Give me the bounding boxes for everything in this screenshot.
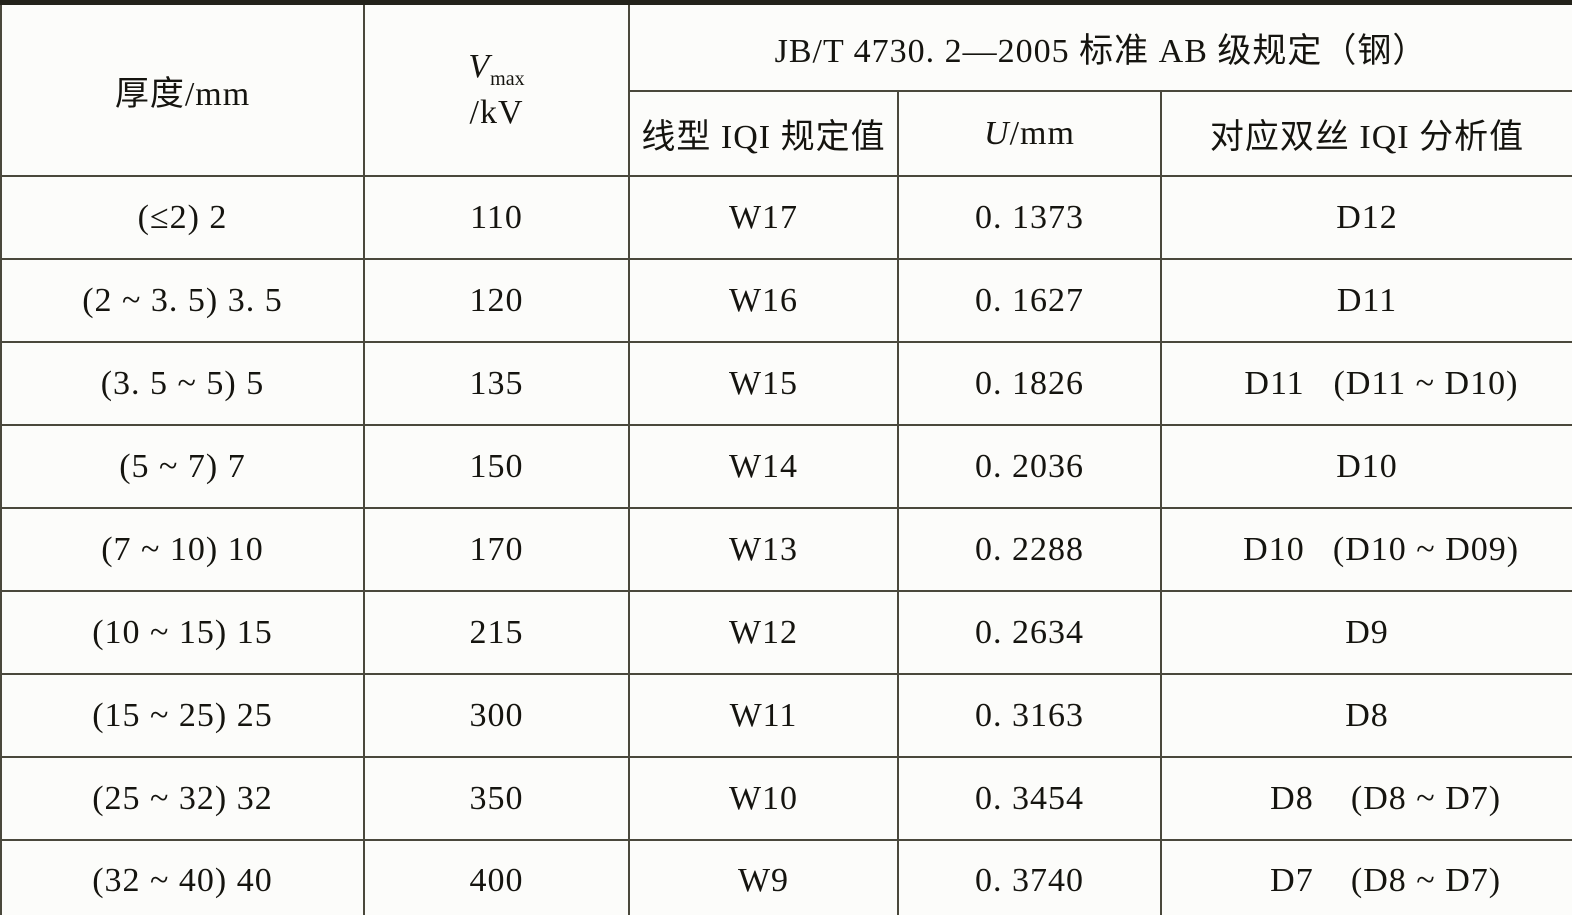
dual-iqi-value: D12 <box>1336 198 1398 236</box>
cell-u: 0. 2634 <box>897 590 1162 675</box>
cell-dual-iqi: D8 (D8 ~ D7) <box>1160 756 1572 841</box>
cell-u: 0. 2036 <box>897 424 1162 509</box>
cell-vmax: 300 <box>363 673 630 758</box>
cell-linear-iqi: W13 <box>628 507 899 592</box>
dual-iqi-value: D9 <box>1345 613 1389 651</box>
cell-thickness: (10 ~ 15) 15 <box>0 590 365 675</box>
dual-iqi-value: D10 <box>1336 447 1398 485</box>
cell-linear-iqi: W16 <box>628 258 899 343</box>
header-vmax: Vmax /kV <box>363 1 630 177</box>
table-row: (7 ~ 10) 10 170 W13 0. 2288 D10 (D10 ~ D0… <box>0 507 1572 592</box>
cell-thickness: (5 ~ 7) 7 <box>0 424 365 509</box>
cell-linear-iqi: W12 <box>628 590 899 675</box>
dual-iqi-value: D8 <box>1345 696 1389 734</box>
cell-dual-iqi: D12 <box>1160 175 1572 260</box>
table-row: (≤2) 2 110 W17 0. 1373 D12 <box>0 175 1572 260</box>
cell-vmax: 350 <box>363 756 630 841</box>
cell-vmax: 150 <box>363 424 630 509</box>
cell-thickness: (≤2) 2 <box>0 175 365 260</box>
header-row-group: 厚度/mm Vmax /kV JB/T 4730. 2—2005 标准 AB 级… <box>0 1 1572 177</box>
cell-thickness: (25 ~ 32) 32 <box>0 756 365 841</box>
cell-u: 0. 3454 <box>897 756 1162 841</box>
cell-linear-iqi: W9 <box>628 839 899 915</box>
cell-u: 0. 3163 <box>897 673 1162 758</box>
dual-iqi-note: (D8 ~ D7) <box>1350 779 1502 817</box>
header-u: U/mm <box>897 90 1162 177</box>
cell-linear-iqi: W10 <box>628 756 899 841</box>
cell-linear-iqi: W11 <box>628 673 899 758</box>
cell-thickness: (3. 5 ~ 5) 5 <box>0 341 365 426</box>
cell-u: 0. 3740 <box>897 839 1162 915</box>
vmax-subscript: max <box>490 67 525 90</box>
vmax-unit-line: /kV <box>469 93 524 131</box>
dual-iqi-value: D7 <box>1270 861 1314 899</box>
cell-u: 0. 1373 <box>897 175 1162 260</box>
dual-iqi-value: D11 <box>1244 364 1305 402</box>
cell-vmax: 170 <box>363 507 630 592</box>
table-row: (32 ~ 40) 40 400 W9 0. 3740 D7 (D8 ~ D7) <box>0 839 1572 915</box>
vmax-symbol-line: Vmax <box>365 46 628 92</box>
table-row: (2 ~ 3. 5) 3. 5 120 W16 0. 1627 D11 <box>0 258 1572 343</box>
header-standard-group: JB/T 4730. 2—2005 标准 AB 级规定（钢） <box>628 1 1572 92</box>
dual-iqi-note: (D10 ~ D09) <box>1332 530 1520 568</box>
dual-iqi-value: D8 <box>1270 779 1314 817</box>
cell-dual-iqi: D11 (D11 ~ D10) <box>1160 341 1572 426</box>
cell-thickness: (15 ~ 25) 25 <box>0 673 365 758</box>
table-row: (5 ~ 7) 7 150 W14 0. 2036 D10 <box>0 424 1572 509</box>
cell-u: 0. 1627 <box>897 258 1162 343</box>
table-row: (25 ~ 32) 32 350 W10 0. 3454 D8 (D8 ~ D7) <box>0 756 1572 841</box>
cell-dual-iqi: D8 <box>1160 673 1572 758</box>
header-linear-iqi: 线型 IQI 规定值 <box>628 90 899 177</box>
cell-dual-iqi: D10 <box>1160 424 1572 509</box>
cell-linear-iqi: W14 <box>628 424 899 509</box>
dual-iqi-note: (D8 ~ D7) <box>1350 861 1502 899</box>
cell-dual-iqi: D10 (D10 ~ D09) <box>1160 507 1572 592</box>
cell-dual-iqi: D11 <box>1160 258 1572 343</box>
cell-vmax: 215 <box>363 590 630 675</box>
header-row-sub: 线型 IQI 规定值 U/mm 对应双丝 IQI 分析值 <box>1 90 1572 177</box>
cell-thickness: (32 ~ 40) 40 <box>0 839 365 915</box>
cell-linear-iqi: W15 <box>628 341 899 426</box>
cell-vmax: 400 <box>363 839 630 915</box>
header-thickness: 厚度/mm <box>0 1 365 177</box>
vmax-symbol: V <box>468 47 491 85</box>
cell-thickness: (7 ~ 10) 10 <box>0 507 365 592</box>
cell-vmax: 135 <box>363 341 630 426</box>
cell-dual-iqi: D7 (D8 ~ D7) <box>1160 839 1572 915</box>
cell-vmax: 120 <box>363 258 630 343</box>
dual-iqi-value: D11 <box>1336 281 1398 319</box>
u-unit: /mm <box>1009 114 1075 152</box>
cell-u: 0. 1826 <box>897 341 1162 426</box>
dual-iqi-value: D10 <box>1243 530 1305 568</box>
cell-thickness: (2 ~ 3. 5) 3. 5 <box>0 258 365 343</box>
table-row: (10 ~ 15) 15 215 W12 0. 2634 D9 <box>0 590 1572 675</box>
u-symbol: U <box>984 114 1010 152</box>
table-row: (3. 5 ~ 5) 5 135 W15 0. 1826 D11 (D11 ~ D… <box>0 341 1572 426</box>
cell-vmax: 110 <box>363 175 630 260</box>
cell-dual-iqi: D9 <box>1160 590 1572 675</box>
table-row: (15 ~ 25) 25 300 W11 0. 3163 D8 <box>0 673 1572 758</box>
cell-linear-iqi: W17 <box>628 175 899 260</box>
dual-iqi-note: (D11 ~ D10) <box>1333 364 1519 402</box>
cell-u: 0. 2288 <box>897 507 1162 592</box>
header-dual-iqi: 对应双丝 IQI 分析值 <box>1160 90 1572 177</box>
